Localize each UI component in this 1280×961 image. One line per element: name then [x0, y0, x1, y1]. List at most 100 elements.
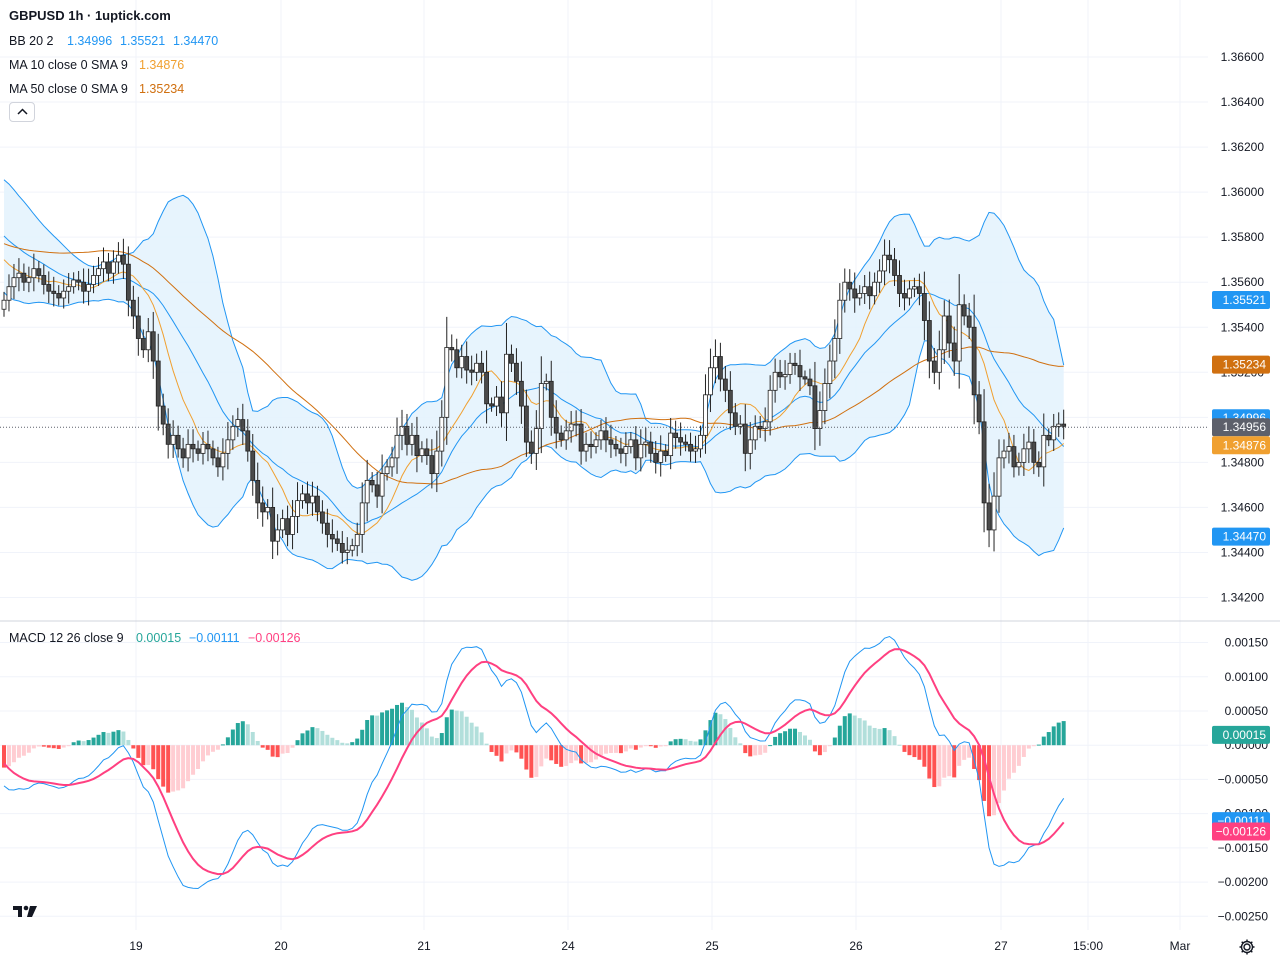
candle-down	[56, 293, 62, 299]
bb-legend-label[interactable]: BB 20 2	[9, 34, 54, 48]
candle-down	[329, 534, 335, 540]
last-price-badge: 1.34956	[1212, 418, 1270, 437]
candle-up	[1021, 448, 1027, 463]
macd-bar	[6, 745, 11, 767]
candle-down	[722, 378, 728, 391]
macd-bar	[459, 711, 464, 746]
candle	[842, 268, 848, 313]
tradingview-logo[interactable]	[12, 902, 38, 920]
candle-down	[727, 389, 733, 414]
legend-collapse-button[interactable]	[9, 102, 35, 122]
candle-up	[623, 446, 629, 454]
candle-up	[225, 439, 231, 454]
macd-bar	[703, 730, 708, 746]
candle-up	[752, 425, 758, 441]
candle-down	[334, 538, 340, 544]
macd-bar	[469, 722, 474, 746]
candle	[543, 373, 549, 391]
macd-bar	[778, 733, 783, 746]
macd-bar	[1046, 732, 1051, 746]
candle-down	[315, 495, 320, 513]
candle	[946, 299, 952, 358]
macd-bar	[862, 720, 867, 746]
candle-down	[509, 353, 514, 364]
candle	[235, 407, 241, 437]
candle-down	[324, 522, 330, 535]
macd-bar	[205, 745, 210, 756]
candle	[862, 275, 868, 305]
macd-bar	[370, 715, 375, 746]
macd-bar	[210, 745, 215, 752]
candle-down	[454, 349, 460, 369]
candle	[583, 432, 589, 462]
candle	[673, 420, 679, 449]
macd-signal-badge-bg	[1212, 822, 1270, 841]
candle-down	[36, 268, 42, 276]
candle	[1041, 413, 1047, 487]
ma50-legend-label[interactable]: MA 50 close 0 SMA 9	[9, 82, 128, 96]
candle	[971, 294, 977, 425]
macd-bar	[270, 745, 275, 757]
time-tick-label: Mar	[1170, 939, 1191, 953]
macd-axis[interactable]: 0.001500.001000.000500.00000−0.00050−0.0…	[1218, 636, 1269, 924]
gear-icon	[1239, 939, 1255, 955]
candle-up	[439, 416, 445, 452]
time-axis[interactable]: 19 20 21 24 25 26 27 15:00 Mar	[129, 939, 1190, 953]
candle-up	[359, 502, 365, 535]
macd-bar	[907, 745, 912, 756]
macd-bar	[663, 745, 668, 747]
macd-bar	[852, 715, 857, 746]
candle	[275, 514, 281, 556]
candle-up	[907, 288, 912, 299]
candle-up	[1026, 441, 1032, 450]
macd-bar	[594, 745, 599, 760]
candle	[1061, 409, 1067, 440]
candle	[882, 239, 887, 286]
candle-up	[200, 443, 206, 454]
candle-up	[145, 331, 151, 351]
candle-down	[190, 443, 196, 450]
candle-down	[812, 385, 818, 429]
candle-down	[867, 286, 873, 297]
candle	[315, 485, 320, 522]
time-tick-label: 19	[129, 939, 143, 953]
macd-legend-label[interactable]: MACD 12 26 close 9	[9, 631, 124, 645]
macd-bar	[76, 740, 81, 746]
macd-bar	[962, 745, 967, 760]
candle	[225, 422, 231, 470]
ma10-value: 1.34876	[139, 58, 184, 72]
candle-down	[469, 369, 475, 373]
candle	[86, 268, 91, 306]
candle	[917, 273, 922, 306]
candle	[469, 355, 475, 386]
candle	[106, 252, 111, 282]
price-axis[interactable]: 1.36600 1.36400 1.36200 1.36000 1.35800 1.356…	[1221, 50, 1265, 604]
candle-down	[917, 286, 922, 294]
candle	[812, 361, 818, 451]
candle	[150, 311, 156, 379]
candle	[772, 358, 778, 403]
candle	[693, 435, 698, 463]
macd-bar	[464, 716, 469, 746]
candle-down	[553, 416, 559, 434]
candle	[732, 403, 738, 436]
ma10-legend-label[interactable]: MA 10 close 0 SMA 9	[9, 58, 128, 72]
ma10-line	[3, 259, 1065, 535]
candle	[966, 302, 972, 340]
candle-down	[414, 434, 420, 457]
macd-bar	[345, 743, 350, 746]
candle	[792, 352, 798, 375]
candle-up	[643, 441, 649, 445]
candle-up	[275, 529, 281, 542]
macd-bar	[683, 739, 688, 746]
candle-down	[613, 443, 619, 450]
macd-bar	[385, 710, 390, 746]
macd-bar	[822, 745, 827, 753]
settings-button[interactable]	[1238, 938, 1256, 956]
candle-up	[101, 261, 106, 270]
candle-up	[1, 299, 7, 310]
macd-bar	[230, 729, 235, 746]
macd-bar	[763, 745, 768, 753]
candle	[514, 348, 519, 395]
